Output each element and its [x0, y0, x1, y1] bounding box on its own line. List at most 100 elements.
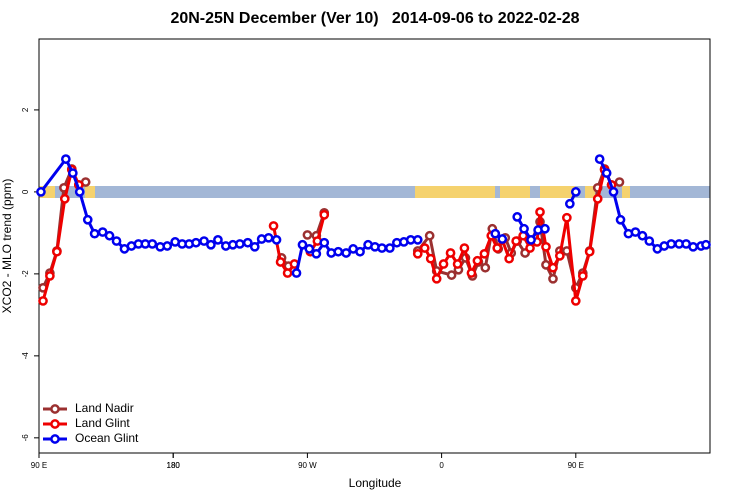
data-point — [319, 237, 330, 248]
x-axis-label: Longitude — [349, 476, 402, 490]
y-tick-label: -4 — [21, 352, 30, 360]
data-point — [341, 248, 352, 258]
data-point — [242, 237, 253, 248]
data-point — [519, 223, 529, 234]
x-tick-label: 0 — [439, 461, 444, 470]
data-point — [97, 227, 108, 237]
data-point — [584, 246, 595, 257]
data-point — [60, 154, 71, 164]
legend-label: Land Glint — [75, 416, 130, 430]
land-band — [85, 186, 95, 198]
data-point — [701, 239, 711, 250]
data-point — [268, 221, 279, 231]
data-point — [637, 230, 648, 241]
data-point — [570, 187, 581, 197]
y-tick-label: -6 — [21, 434, 30, 442]
legend-marker — [50, 404, 60, 414]
data-point — [492, 243, 503, 253]
data-point — [199, 236, 209, 246]
data-point — [271, 235, 282, 245]
data-point — [446, 270, 457, 280]
data-point — [36, 187, 46, 197]
x-tick-label: 180 — [167, 461, 181, 470]
data-point — [548, 262, 558, 273]
data-point — [319, 209, 330, 220]
data-point — [45, 271, 55, 281]
data-point — [466, 268, 477, 278]
data-point — [275, 257, 286, 267]
data-point — [111, 236, 122, 246]
data-point — [52, 246, 62, 257]
data-point — [59, 194, 70, 204]
data-point — [480, 262, 491, 273]
data-point — [577, 271, 588, 281]
data-point — [688, 241, 699, 252]
map-strip — [39, 186, 710, 198]
data-point — [282, 268, 293, 278]
data-point — [504, 253, 514, 264]
data-point — [333, 246, 344, 257]
data-point — [206, 239, 216, 250]
y-tick-label: 0 — [21, 189, 30, 194]
data-point — [594, 154, 605, 164]
data-point — [82, 214, 93, 225]
land-band — [415, 186, 495, 198]
data-point — [311, 248, 322, 259]
data-point — [355, 246, 365, 257]
data-point — [425, 253, 436, 264]
data-point — [608, 187, 619, 197]
data-point — [377, 243, 387, 253]
data-point — [235, 239, 245, 249]
data-point — [104, 230, 115, 241]
data-point — [564, 198, 575, 209]
data-point — [419, 243, 430, 253]
data-point — [297, 239, 308, 250]
data-point — [38, 296, 48, 306]
data-point — [570, 296, 581, 306]
land-band — [585, 186, 595, 198]
data-point — [438, 259, 449, 269]
data-point — [67, 168, 78, 178]
data-point — [249, 241, 260, 252]
y-tick-label: -2 — [21, 270, 30, 278]
legend-marker — [50, 419, 60, 429]
data-point — [302, 230, 313, 240]
data-point — [615, 214, 626, 225]
y-tick-label: 2 — [21, 107, 30, 112]
x-tick-label: 180 — [167, 461, 181, 470]
data-point — [511, 236, 522, 246]
data-point — [291, 268, 302, 278]
data-point — [601, 168, 612, 178]
data-point — [74, 187, 85, 197]
data-point — [541, 241, 551, 252]
series-line — [41, 168, 613, 303]
data-point — [452, 259, 463, 269]
data-point — [162, 241, 173, 251]
data-point — [630, 227, 641, 237]
data-point — [424, 230, 435, 241]
land-band — [622, 186, 630, 198]
x-tick-label: 90 E — [31, 461, 47, 470]
data-point — [213, 235, 223, 245]
y-axis-label: XCO2 - MLO trend (ppm) — [0, 179, 14, 314]
data-point — [666, 239, 677, 249]
legend-label: Ocean Glint — [75, 431, 139, 445]
data-point — [554, 250, 565, 261]
data-point — [512, 212, 523, 222]
data-point — [147, 239, 158, 249]
data-point — [304, 244, 315, 254]
data-point — [644, 236, 655, 246]
land-band — [540, 186, 575, 198]
data-point — [614, 177, 625, 187]
data-point — [459, 243, 470, 253]
data-point — [548, 273, 558, 284]
data-point — [431, 273, 442, 284]
data-point — [191, 237, 201, 248]
data-point — [412, 248, 423, 259]
data-point — [385, 243, 395, 253]
x-tick-label: 90 E — [568, 461, 584, 470]
data-point — [89, 228, 100, 239]
